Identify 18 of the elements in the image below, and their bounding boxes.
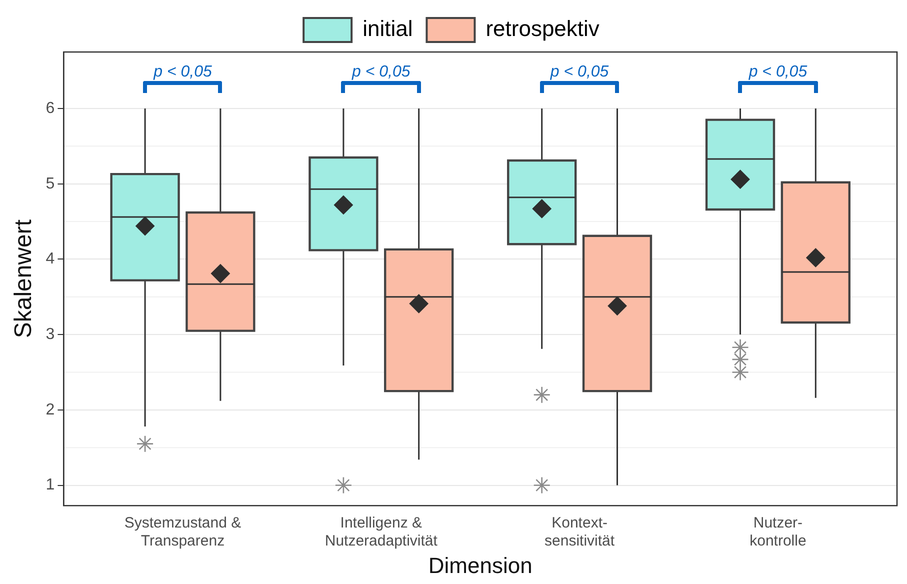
x-tick-label: Nutzer- kontrolle [750,514,806,550]
x-tick-label: Kontext- sensitivität [544,514,616,550]
x-tick-label: Intelligenz & Nutzeradaptivität [324,514,438,550]
annotation: p < 0,05 [549,63,609,80]
y-tick-label: 6 [46,100,55,117]
annotation: p < 0,05 [152,63,212,80]
legend-label: retrospektiv [486,16,600,42]
y-tick-label: 4 [46,250,55,268]
y-axis-title: Skalenwert [10,219,38,338]
y-tick-label: 5 [46,175,55,192]
y-tick-label: 3 [46,326,55,343]
x-axis-title: Dimension [428,552,532,578]
y-tick-label: 2 [46,401,55,418]
annotation: p < 0,05 [748,63,808,80]
y-tick-label: 1 [46,476,55,494]
annotation: p < 0,05 [351,63,410,80]
x-tick-label: Systemzustand & Transparenz [124,514,242,550]
legend-label: initial [362,16,413,42]
